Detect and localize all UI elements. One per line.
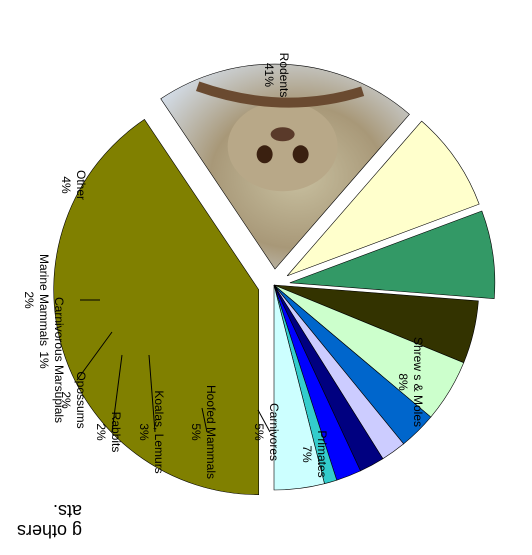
slice-pct-opossums: 2% bbox=[59, 391, 73, 409]
slice-pct-primates: 7% bbox=[300, 445, 314, 463]
leader-line-carnivores bbox=[257, 409, 271, 433]
caption-line: ats. bbox=[53, 501, 82, 521]
slice-label-other: Other bbox=[74, 170, 88, 200]
leader-line-opossums bbox=[76, 331, 113, 381]
pie-slice-shrew-s-moles bbox=[286, 120, 480, 277]
leader-line-koalas-lemurs bbox=[148, 354, 156, 433]
slice-label-hoofed-mammals: Hoofed Mammals bbox=[204, 385, 218, 479]
slice-label-shrew-s-moles: Shrew s & Moles bbox=[411, 337, 425, 427]
slice-pct-hoofed-mammals: 5% bbox=[189, 423, 203, 441]
leader-line-rabbits bbox=[111, 354, 123, 433]
bat-photo bbox=[195, 81, 365, 192]
pie-slice-rodents bbox=[53, 119, 259, 495]
pie-slice-other bbox=[273, 284, 325, 491]
slice-label-carnivorous-marsupials: Carnivorous Marsupials bbox=[52, 297, 66, 423]
slice-pct-shrew-s-moles: 8% bbox=[396, 373, 410, 391]
slice-label-rodents: Rodents bbox=[277, 53, 291, 98]
leader-line-hoofed-mammals bbox=[201, 407, 208, 433]
slice-pct-carnivorous-marsupials: 1% bbox=[37, 351, 51, 369]
caption-line: g others bbox=[17, 521, 82, 541]
slice-label-rabbits: Rabbits bbox=[109, 412, 123, 453]
slice-pct-other: 4% bbox=[59, 176, 73, 194]
slice-label-carnivores: Carnivores bbox=[267, 403, 281, 461]
slice-pct-rabbits: 2% bbox=[94, 423, 108, 441]
slice-label-primates: Primates bbox=[315, 430, 329, 477]
slice-label-koalas-lemurs: Koalas, Lemurs bbox=[152, 390, 166, 473]
slice-label-marine-mammals: Marine Mammals bbox=[37, 254, 51, 346]
slice-label-opossums: Opossums bbox=[74, 371, 88, 428]
slice-pct-koalas-lemurs: 3% bbox=[137, 423, 151, 441]
pie-slice-primates bbox=[289, 210, 496, 300]
slice-pct-marine-mammals: 2% bbox=[22, 291, 36, 309]
pie-slices bbox=[53, 63, 496, 495]
slice-pct-carnivores: 5% bbox=[252, 423, 266, 441]
slice-pct-rodents: 41% bbox=[262, 63, 276, 87]
